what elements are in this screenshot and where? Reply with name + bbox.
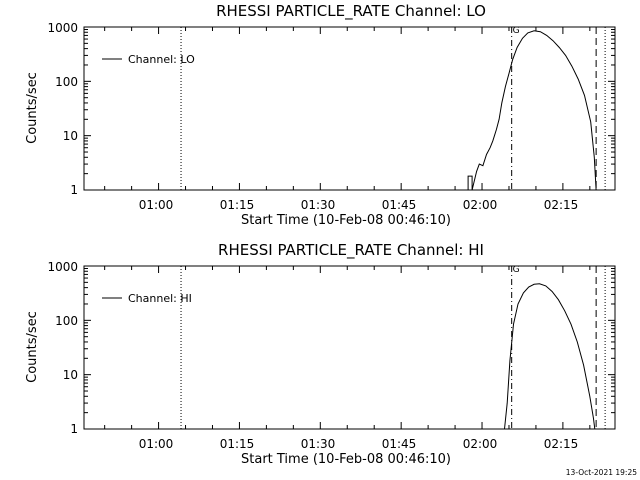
panel-hi: RHESSI PARTICLE_RATE Channel: HI 1000 10… — [25, 241, 616, 467]
legend: Channel: LO — [102, 53, 195, 66]
x-tick-label: 01:15 — [220, 198, 255, 212]
event-marker-label: G — [513, 265, 520, 275]
y-axis: 1000 100 10 1 Counts/sec — [25, 21, 78, 197]
legend: Channel: HI — [102, 292, 192, 305]
plot-marks: G — [84, 265, 615, 430]
x-axis: 01:00 01:15 01:30 01:45 02:00 02:15 Star… — [139, 198, 579, 228]
x-tick-label: 02:00 — [463, 437, 498, 451]
y-tick-label: 10 — [63, 368, 78, 382]
plot-marks: G — [84, 26, 615, 191]
x-tick-label: 01:00 — [139, 437, 174, 451]
y-tick-label: 100 — [55, 314, 78, 328]
event-marker-label: G — [513, 26, 520, 36]
legend-label: Channel: LO — [128, 53, 195, 66]
x-tick-label: 02:15 — [544, 198, 579, 212]
x-tick-label: 01:45 — [382, 198, 417, 212]
chart-title: RHESSI PARTICLE_RATE Channel: HI — [218, 241, 484, 260]
y-axis-label: Counts/sec — [25, 72, 40, 144]
timestamp: 13-Oct-2021 19:25 — [566, 468, 637, 477]
y-tick-label: 1 — [70, 422, 78, 436]
y-tick-label: 1 — [70, 183, 78, 197]
y-tick-label: 1000 — [47, 260, 78, 274]
x-tick-label: 01:30 — [301, 198, 336, 212]
series-line — [467, 30, 597, 191]
x-tick-label: 02:15 — [544, 437, 579, 451]
y-tick-label: 100 — [55, 75, 78, 89]
series-line — [504, 283, 596, 430]
plot-frame — [83, 26, 616, 191]
chart-title: RHESSI PARTICLE_RATE Channel: LO — [216, 2, 486, 21]
y-axis: 1000 100 10 1 Counts/sec — [25, 260, 78, 436]
y-tick-label: 1000 — [47, 21, 78, 35]
x-axis: 01:00 01:15 01:30 01:45 02:00 02:15 Star… — [139, 437, 579, 467]
x-tick-label: 02:00 — [463, 198, 498, 212]
legend-label: Channel: HI — [128, 292, 192, 305]
x-tick-label: 01:15 — [220, 437, 255, 451]
plot-frame — [83, 265, 616, 430]
x-axis-label: Start Time (10-Feb-08 00:46:10) — [241, 452, 451, 467]
x-tick-label: 01:45 — [382, 437, 417, 451]
y-axis-label: Counts/sec — [25, 311, 40, 383]
panel-lo: RHESSI PARTICLE_RATE Channel: LO 1000 10… — [25, 2, 616, 228]
y-tick-label: 10 — [63, 129, 78, 143]
x-tick-label: 01:00 — [139, 198, 174, 212]
x-tick-label: 01:30 — [301, 437, 336, 451]
x-axis-label: Start Time (10-Feb-08 00:46:10) — [241, 213, 451, 228]
